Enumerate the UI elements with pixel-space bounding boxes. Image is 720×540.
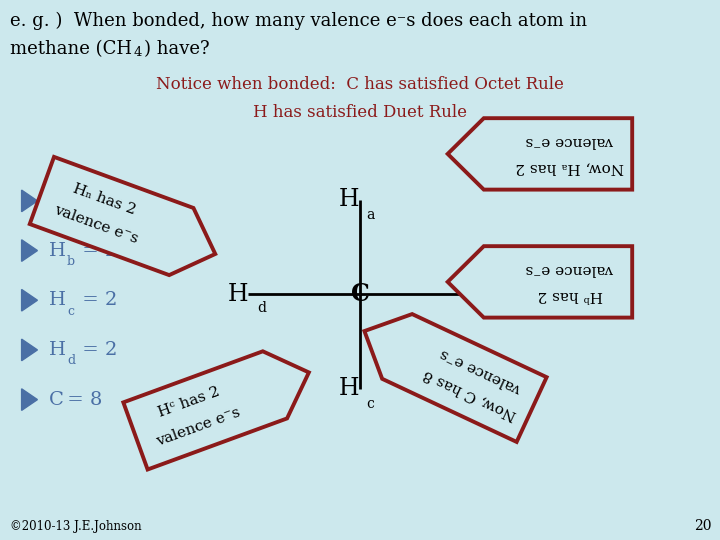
Text: ©2010-13 J.E.Johnson: ©2010-13 J.E.Johnson	[10, 520, 142, 533]
Polygon shape	[22, 389, 37, 410]
Text: H: H	[49, 192, 66, 210]
Polygon shape	[22, 289, 37, 311]
Text: valence e⁻s: valence e⁻s	[438, 346, 524, 396]
Text: d: d	[67, 354, 75, 367]
Text: d: d	[257, 301, 266, 315]
Text: 20: 20	[694, 519, 711, 533]
Text: b: b	[497, 301, 505, 315]
Text: methane (CH: methane (CH	[10, 40, 132, 58]
Polygon shape	[123, 352, 309, 469]
Text: Now, C has 8: Now, C has 8	[421, 368, 518, 423]
Polygon shape	[30, 157, 215, 275]
Text: H: H	[49, 341, 66, 359]
Text: Now, Hₐ has 2: Now, Hₐ has 2	[516, 160, 624, 174]
Text: c: c	[67, 305, 74, 318]
Text: Notice when bonded:  C has satisfied Octet Rule: Notice when bonded: C has satisfied Octe…	[156, 76, 564, 92]
Text: = 8: = 8	[61, 390, 102, 409]
Text: Hᶜ has 2: Hᶜ has 2	[156, 384, 222, 420]
Polygon shape	[364, 314, 546, 442]
Text: 4: 4	[133, 46, 142, 59]
Text: = 2: = 2	[76, 341, 117, 359]
Text: H: H	[49, 291, 66, 309]
Text: Hₙ has 2: Hₙ has 2	[71, 181, 138, 217]
Text: c: c	[366, 397, 374, 411]
Text: valence e⁻s: valence e⁻s	[154, 406, 243, 449]
Polygon shape	[448, 118, 632, 190]
Text: e. g. )  When bonded, how many valence e⁻s does each atom in: e. g. ) When bonded, how many valence e⁻…	[10, 12, 588, 30]
Text: a: a	[67, 205, 74, 218]
Polygon shape	[22, 190, 37, 212]
Text: = 2: = 2	[76, 192, 117, 210]
Text: ) have?: ) have?	[144, 40, 210, 58]
Text: a: a	[366, 208, 374, 222]
Text: H: H	[49, 241, 66, 260]
Text: = 2: = 2	[76, 291, 117, 309]
Text: H: H	[469, 283, 489, 306]
Text: valence e⁻s: valence e⁻s	[526, 133, 614, 147]
Text: b: b	[67, 255, 75, 268]
Text: C: C	[351, 282, 369, 306]
Text: Hᵇ has 2: Hᵇ has 2	[537, 288, 603, 302]
Polygon shape	[22, 240, 37, 261]
Text: = 2: = 2	[76, 241, 117, 260]
Text: H: H	[339, 377, 359, 400]
Text: H has satisfied Duet Rule: H has satisfied Duet Rule	[253, 104, 467, 120]
Text: valence e⁻s: valence e⁻s	[526, 261, 614, 275]
Text: C: C	[49, 390, 64, 409]
Polygon shape	[22, 339, 37, 361]
Text: H: H	[339, 188, 359, 211]
Text: valence e⁻s: valence e⁻s	[52, 202, 140, 246]
Polygon shape	[448, 246, 632, 318]
Text: H: H	[228, 283, 248, 306]
